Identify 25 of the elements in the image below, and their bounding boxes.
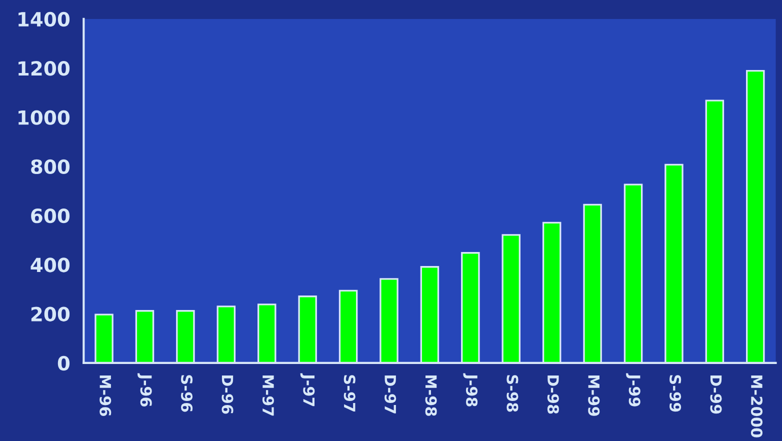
x-tick-label: S-97 bbox=[344, 375, 356, 412]
x-tick-label: J-99 bbox=[626, 373, 640, 406]
x-tick-label: D-96 bbox=[222, 375, 234, 414]
y-tick-label: 600 bbox=[31, 208, 70, 224]
x-tick-label: M-97 bbox=[262, 375, 274, 416]
x-tick-label: M-98 bbox=[425, 375, 437, 416]
x-tick-label: D-99 bbox=[710, 375, 722, 414]
y-tick-label: 800 bbox=[31, 159, 70, 174]
x-tick-label: S-98 bbox=[506, 375, 518, 412]
y-tick-label: 1000 bbox=[18, 110, 70, 125]
x-tick-label: J-97 bbox=[300, 373, 315, 406]
y-tick-label: 400 bbox=[30, 258, 70, 272]
y-tick-label: 0 bbox=[58, 356, 70, 371]
x-tick-label: M-96 bbox=[100, 375, 112, 416]
y-tick-label: 1200 bbox=[18, 61, 70, 76]
x-tick-label: S-96 bbox=[181, 375, 193, 412]
y-tick-label: 200 bbox=[31, 306, 70, 322]
x-tick-label: M-99 bbox=[588, 375, 600, 416]
x-tick-label: D-97 bbox=[384, 375, 396, 414]
x-tick-label: M-2000 bbox=[750, 375, 763, 438]
x-tick-label: D-98 bbox=[547, 375, 559, 414]
x-tick-label: S-99 bbox=[670, 375, 682, 412]
x-tick-label: J-96 bbox=[137, 373, 152, 407]
x-tick-label: J-98 bbox=[463, 373, 478, 406]
y-tick-label: 1400 bbox=[18, 12, 70, 27]
